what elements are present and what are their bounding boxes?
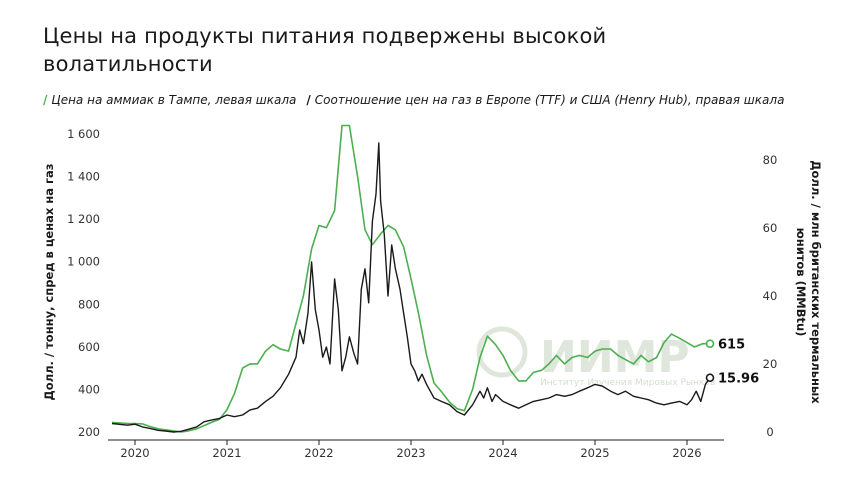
right-axis-tick-label: 20 xyxy=(763,357,778,371)
x-axis-tick-label: 2025 xyxy=(580,446,609,460)
end-label-gas-spread: 15.96 xyxy=(718,372,759,387)
right-axis-tick-label: 40 xyxy=(763,289,778,303)
end-marker-gas-spread xyxy=(705,373,715,383)
right-axis-tick-label: 60 xyxy=(763,221,778,235)
x-axis-tick-label: 2023 xyxy=(396,446,425,460)
right-axis-tick-label: 0 xyxy=(766,425,773,439)
left-axis-tick-label: 1 400 xyxy=(67,170,100,184)
x-axis-tick-label: 2022 xyxy=(304,446,333,460)
left-axis-tick-label: 1 600 xyxy=(67,127,100,141)
chart-legend: / Цена на аммиак в Тампе, левая шкала / Со… xyxy=(43,93,784,107)
x-axis-tick-label: 2020 xyxy=(120,446,149,460)
left-axis-tick-label: 1 200 xyxy=(67,212,100,226)
series-line-ammonia xyxy=(111,124,710,433)
watermark-subtitle: Институт Изучения Мировых Рынков xyxy=(540,378,715,388)
right-axis-title-line2: юнитов (MMBtu) xyxy=(794,228,808,337)
legend-item-ammonia: / Цена на аммиак в Тампе, левая шкала xyxy=(43,93,296,107)
left-axis-tick-label: 400 xyxy=(78,382,100,396)
x-axis-tick-label: 2026 xyxy=(672,446,701,460)
left-axis-tick-label: 200 xyxy=(78,425,100,439)
left-axis-tick-label: 1 000 xyxy=(67,255,100,269)
legend-marker-ammonia: / xyxy=(43,93,48,107)
legend-label-ammonia: Цена на аммиак в Тампе, левая шкала xyxy=(51,93,297,107)
legend-item-gas-spread: / Соотношение цен на газ в Европе (TTF) и… xyxy=(306,93,784,107)
legend-marker-gas-spread: / xyxy=(306,93,311,107)
left-axis-title: Долл. / тонну, спред в ценах на газ xyxy=(42,164,56,401)
legend-label-gas-spread: Соотношение цен на газ в Европе (TTF) и … xyxy=(314,93,785,107)
watermark-logo-icon xyxy=(476,326,528,378)
end-label-ammonia: 615 xyxy=(718,338,745,353)
chart-title: Цены на продукты питания подвержены высо… xyxy=(43,24,607,76)
end-marker-ammonia xyxy=(705,339,715,348)
left-axis-tick-label: 600 xyxy=(78,340,100,354)
left-axis-tick-label: 800 xyxy=(78,297,100,311)
x-axis-tick-label: 2024 xyxy=(488,446,517,460)
series-line-gas-spread xyxy=(111,142,711,433)
right-axis-title-line1: Долл. / млн британских термальных xyxy=(809,160,823,404)
right-axis-tick-label: 80 xyxy=(763,153,778,167)
watermark-text: ИИМР xyxy=(540,332,690,383)
x-axis-tick-label: 2021 xyxy=(212,446,241,460)
